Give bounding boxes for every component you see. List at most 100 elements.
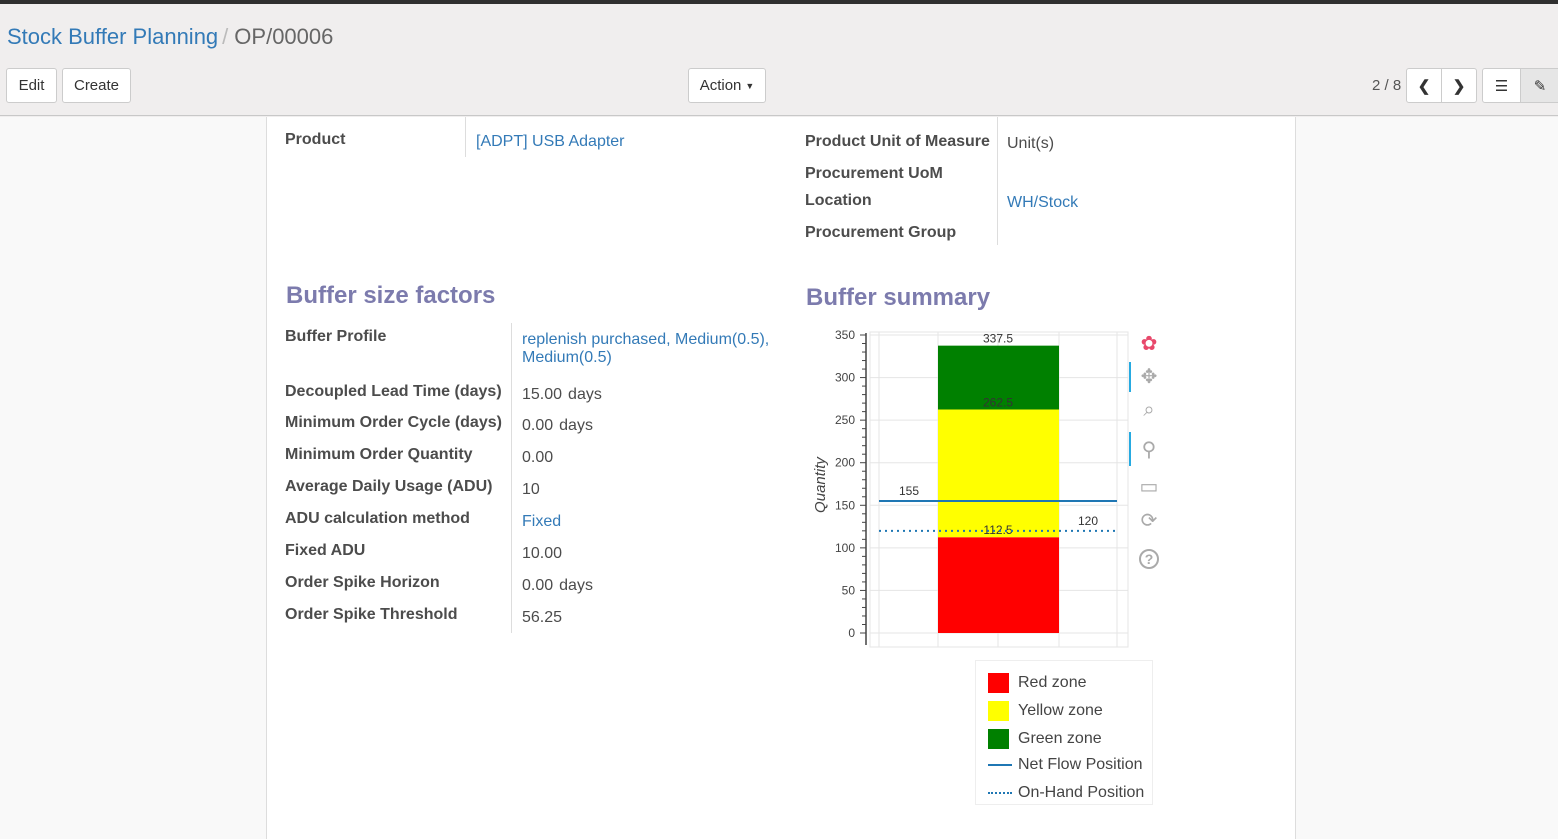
factor-value: 15.00 days (522, 386, 602, 404)
pager-value: 2 / 8 (1372, 77, 1402, 94)
factor-label: Buffer Profile (285, 328, 387, 345)
location-label: Location (805, 192, 872, 209)
factor-value-line2: Medium(0.5) (522, 349, 612, 366)
legend-label: Red zone (1018, 674, 1087, 691)
bokeh-logo-icon: ✿ (1140, 332, 1158, 355)
bar-segment-green-zone (938, 345, 1059, 410)
list-view-button[interactable]: ☰ (1482, 68, 1521, 103)
factor-label: Order Spike Threshold (285, 606, 458, 623)
divider (511, 323, 512, 633)
factor-label: ADU calculation method (285, 510, 470, 527)
product-value[interactable]: [ADPT] USB Adapter (476, 133, 625, 150)
buffer-summary-title: Buffer summary (806, 284, 991, 311)
factor-value: 0.00 days (522, 577, 593, 595)
legend-label: Green zone (1018, 730, 1102, 747)
procurement-uom-label: Procurement UoM (805, 165, 943, 182)
create-label: Create (73, 77, 120, 94)
y-tick-label: 0 (848, 626, 855, 640)
divider (997, 117, 998, 245)
factor-label: Average Daily Usage (ADU) (285, 478, 493, 495)
factor-value: 10.00 (522, 545, 562, 563)
factor-label: Decoupled Lead Time (days) (285, 383, 502, 400)
legend-item-red: Red zone (988, 673, 1087, 693)
legend-item-green: Green zone (988, 729, 1102, 749)
factor-value-text: 10 (522, 481, 540, 498)
box-zoom-icon[interactable]: ⌕ (1143, 398, 1155, 421)
pan-icon[interactable]: ✥ (1140, 365, 1158, 388)
y-tick-label: 350 (835, 328, 855, 342)
data-label: 337.5 (983, 332, 1013, 346)
factor-value-text: 0.00 (522, 417, 554, 434)
reset-icon[interactable]: ⟳ (1140, 509, 1158, 532)
y-tick-label: 50 (842, 583, 856, 597)
data-label: 155 (899, 484, 919, 498)
divider (465, 117, 466, 157)
factor-value-text: Fixed (522, 513, 562, 530)
factor-label: Minimum Order Cycle (days) (285, 414, 502, 431)
pager-next-button[interactable]: ❯ (1441, 68, 1477, 103)
factor-unit: days (559, 577, 593, 594)
y-axis-label: Quantity (812, 456, 829, 513)
legend-label: Yellow zone (1018, 702, 1103, 719)
buffer-factors-title: Buffer size factors (286, 282, 496, 309)
factor-value[interactable]: replenish purchased, Medium(0.5), Medium(… (522, 331, 769, 367)
legend-item-net-flow: Net Flow Position (988, 756, 1143, 774)
uom-value: Unit(s) (1007, 135, 1055, 152)
uom-label: Product Unit of Measure (805, 133, 990, 150)
top-bar (0, 0, 1558, 4)
caret-down-icon: ▼ (745, 80, 755, 91)
factor-label: Minimum Order Quantity (285, 446, 473, 463)
form-content (0, 117, 1558, 839)
form-view-button[interactable]: ✎ (1520, 68, 1558, 103)
factor-label: Fixed ADU (285, 542, 366, 559)
legend-label: Net Flow Position (1018, 756, 1143, 773)
create-button[interactable]: Create (62, 68, 131, 103)
y-tick-label: 150 (835, 498, 855, 512)
factor-value-text: 56.25 (522, 609, 563, 626)
legend-label: On-Hand Position (1018, 784, 1145, 801)
wheel-zoom-icon[interactable]: ⚲ (1141, 438, 1157, 461)
data-label: 262.5 (983, 396, 1013, 410)
action-label: Action (699, 77, 742, 94)
data-label: 120 (1078, 514, 1098, 528)
factor-label: Order Spike Horizon (285, 574, 440, 591)
factor-unit: days (559, 417, 593, 434)
procurement-group-label: Procurement Group (805, 224, 957, 241)
location-value[interactable]: WH/Stock (1007, 194, 1079, 211)
factor-value-text: 15.00 (522, 386, 563, 403)
y-tick-label: 200 (835, 456, 855, 470)
action-dropdown[interactable]: Action ▼ (688, 68, 766, 103)
factor-value: 0.00 (522, 449, 553, 467)
bar-segment-red-zone (938, 537, 1059, 633)
factor-value-text: replenish purchased, Medium(0.5), (522, 331, 770, 348)
factor-unit: days (568, 386, 602, 403)
product-label: Product (285, 131, 346, 148)
legend-item-yellow: Yellow zone (988, 701, 1103, 721)
edit-form-icon: ✎ (1533, 77, 1547, 95)
y-tick-label: 300 (835, 371, 855, 385)
edit-button[interactable]: Edit (6, 68, 57, 103)
save-icon[interactable]: ▭ (1139, 475, 1159, 498)
factor-value: 0.00 days (522, 417, 593, 435)
legend-item-on-hand: On-Hand Position (988, 784, 1144, 802)
help-icon[interactable]: ? (1139, 549, 1159, 569)
chevron-left-icon: ❮ (1417, 77, 1431, 95)
breadcrumb-parent[interactable]: Stock Buffer Planning (7, 24, 219, 49)
data-label: 112.5 (983, 523, 1012, 537)
active-tool-indicator (1129, 362, 1131, 392)
pager-previous-button[interactable]: ❮ (1406, 68, 1442, 103)
factor-value[interactable]: Fixed (522, 513, 561, 531)
breadcrumb: Stock Buffer Planning / OP/00006 (7, 24, 334, 49)
y-tick-label: 100 (835, 541, 855, 555)
factor-value-text: 10.00 (522, 545, 563, 562)
factor-value-text: 0.00 (522, 449, 554, 466)
breadcrumb-current: OP/00006 (234, 24, 334, 49)
factor-value-text: 0.00 (522, 577, 554, 594)
factor-value: 56.25 (522, 609, 562, 627)
control-panel: Stock Buffer Planning / OP/00006 Edit Crea… (0, 4, 1558, 116)
chart-legend: Red zone Yellow zone Green zone Net Flow… (975, 660, 1153, 805)
chevron-right-icon: ❯ (1452, 77, 1466, 95)
active-tool-indicator (1129, 432, 1131, 466)
factor-value: 10 (522, 481, 540, 499)
buffer-chart: 0 50 100 150 200 250 300 350 112.5 262.5 337.5 155 1… (812, 328, 1129, 648)
